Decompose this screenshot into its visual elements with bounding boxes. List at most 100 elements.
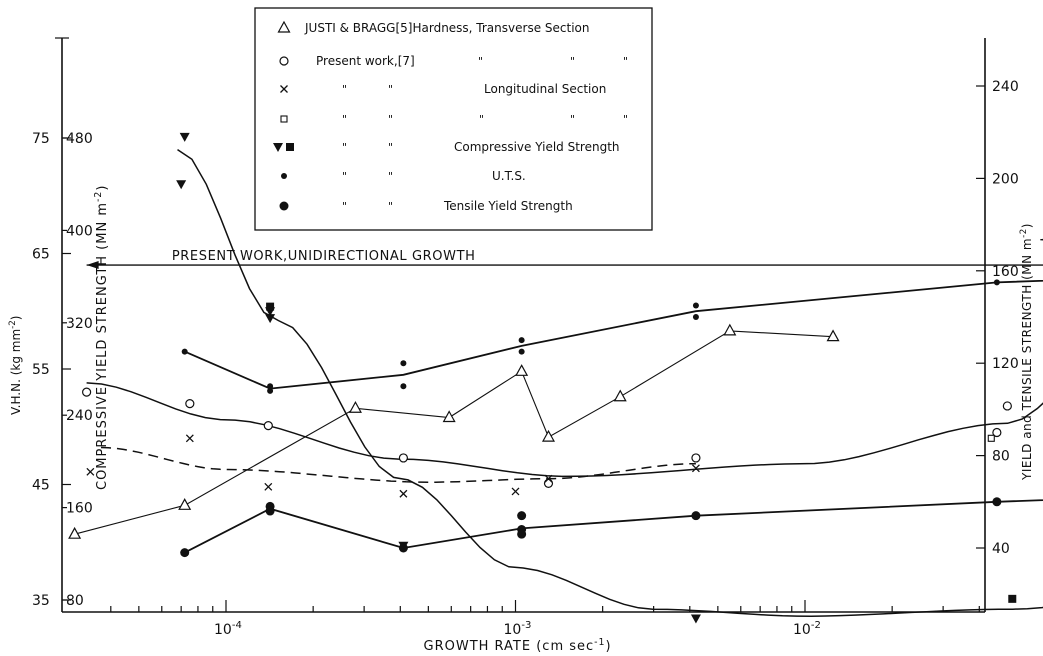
- legend-ditto-mark: ": [479, 113, 484, 126]
- x-tick-label: 10-4: [214, 620, 242, 638]
- data-point-dot: [518, 337, 525, 344]
- data-point-circle: [263, 420, 273, 431]
- legend-label: Tensile Yield Strength: [443, 199, 573, 213]
- svg-text:10-3: 10-3: [504, 620, 532, 638]
- legend-label: U.T.S.: [492, 169, 526, 183]
- legend-ditto-mark: ": [342, 141, 347, 154]
- series-square: [987, 434, 995, 442]
- legend-label: JUSTI & BRAGG[5]Hardness, Transverse Sec…: [304, 21, 589, 35]
- legend-ditto-mark: ": [388, 83, 393, 96]
- right-tick-label: 40: [992, 541, 1010, 557]
- compressive-tick-label: 80: [66, 593, 84, 609]
- svg-text:10-4: 10-4: [214, 620, 242, 638]
- right-axis-title: YIELD and TENSILE STRENGTH (MN m-2): [1019, 223, 1034, 481]
- data-point-triangle: [277, 20, 291, 33]
- data-point-triangle: [613, 389, 627, 402]
- legend-ditto-mark: ": [388, 200, 393, 213]
- vhn-tick-label: 55: [32, 362, 50, 378]
- legend-ditto-mark: ": [342, 170, 347, 183]
- compressive-tick-label: 240: [66, 408, 93, 424]
- data-point-large-dot: [517, 511, 527, 521]
- data-point-dot: [518, 348, 525, 355]
- data-point-inverted-triangle: [265, 314, 276, 324]
- vhn-tick-label: 35: [32, 593, 50, 609]
- vhn-tick-label: 75: [32, 131, 50, 147]
- legend-item: Tensile Yield Strength " ": [279, 199, 573, 213]
- data-points: [68, 132, 1043, 624]
- legend-ditto-mark: ": [342, 113, 347, 126]
- series-filled-square: [266, 302, 1017, 603]
- data-point-square: [280, 115, 288, 123]
- annotation-text: PRESENT WORK,UNIDIRECTIONAL GROWTH: [172, 249, 476, 264]
- chart-axes: 10-410-310-210-1GROWTH RATE (cm sec-1)35…: [8, 37, 1034, 654]
- series-circle: [82, 387, 1012, 488]
- data-point-triangle: [515, 364, 529, 376]
- vhn-axis-title: V.H.N. (kg mm-2): [8, 316, 23, 415]
- data-point-dot: [692, 314, 699, 320]
- data-point-large-dot: [265, 506, 275, 516]
- legend: JUSTI & BRAGG[5]Hardness, Transverse Sec…: [254, 7, 653, 231]
- right-tick-label: 120: [992, 356, 1019, 372]
- svg-text:GROWTH RATE (cm sec-1): GROWTH RATE (cm sec-1): [424, 637, 612, 654]
- data-point-cross: [511, 487, 520, 496]
- right-tick-label: 160: [992, 264, 1019, 280]
- data-point-inverted-triangle: [273, 143, 283, 152]
- data-point-triangle: [178, 498, 192, 510]
- present-work-arrow: PRESENT WORK,UNIDIRECTIONAL GROWTH: [86, 249, 1043, 270]
- series-cross: [86, 434, 700, 498]
- fitted-curves: [86, 148, 1043, 617]
- data-point-triangle: [68, 526, 82, 539]
- data-point-cross: [185, 434, 194, 443]
- data-point-cross: [691, 464, 700, 473]
- data-point-inverted-triangle: [690, 614, 701, 624]
- data-point-square: [987, 434, 995, 442]
- legend-ditto-mark: ": [342, 200, 347, 213]
- data-point-dot: [267, 387, 274, 394]
- legend-ditto-mark: ": [388, 113, 393, 126]
- legend-item: Present work,[7] " " ": [279, 54, 628, 68]
- data-point-dot: [400, 383, 407, 390]
- legend-label: Longitudinal Section: [484, 82, 606, 96]
- data-point-circle: [691, 453, 701, 463]
- x-tick-label: 10-3: [504, 620, 532, 638]
- data-point-large-dot: [517, 529, 527, 539]
- data-point-dot: [692, 302, 699, 309]
- data-point-cross: [280, 85, 288, 93]
- legend-ditto-mark: ": [342, 83, 347, 96]
- data-point-triangle: [442, 410, 456, 423]
- data-point-dot: [993, 279, 1000, 286]
- legend-ditto-mark: ": [623, 113, 628, 126]
- series-triangle: [68, 323, 840, 539]
- data-point-dot: [181, 348, 188, 355]
- right-tick-label: 80: [992, 449, 1010, 465]
- compressive-tick-label: 320: [66, 316, 93, 332]
- legend-item: " " " " ": [280, 113, 628, 126]
- data-point-filled-square: [286, 143, 294, 151]
- compressive-tick-label: 160: [66, 501, 93, 517]
- series-line: [184, 279, 1043, 390]
- data-point-large-dot: [398, 543, 408, 553]
- series-dot: [181, 279, 1043, 394]
- data-point-cross: [264, 482, 273, 491]
- data-point-filled-square: [1008, 594, 1017, 603]
- data-point-large-dot: [992, 497, 1002, 507]
- data-point-inverted-triangle: [176, 180, 187, 190]
- data-point-cross: [86, 467, 95, 476]
- annotations: PRESENT WORK,UNIDIRECTIONAL GROWTH DIRECT…: [86, 238, 1043, 270]
- data-point-filled-square: [266, 302, 275, 311]
- legend-box: [254, 7, 653, 231]
- right-tick-label: 240: [992, 79, 1019, 95]
- hardness-curve: [86, 382, 1043, 478]
- compressive-tick-label: 400: [66, 223, 93, 239]
- legend-ditto-mark: ": [388, 141, 393, 154]
- legend-item: Compressive Yield Strength " ": [273, 140, 620, 154]
- vhn-tick-label: 45: [32, 478, 50, 494]
- data-point-triangle: [826, 329, 840, 342]
- data-point-circle: [992, 427, 1002, 438]
- x-axis-title: GROWTH RATE (cm sec-1): [424, 637, 612, 654]
- data-point-dot: [267, 383, 274, 390]
- legend-ditto-mark: ": [478, 55, 483, 68]
- direct-chill-arrow: DIRECT CHILL METHOD: [1040, 238, 1043, 241]
- series-line: [74, 330, 834, 535]
- longitudinal-curve: [100, 446, 696, 483]
